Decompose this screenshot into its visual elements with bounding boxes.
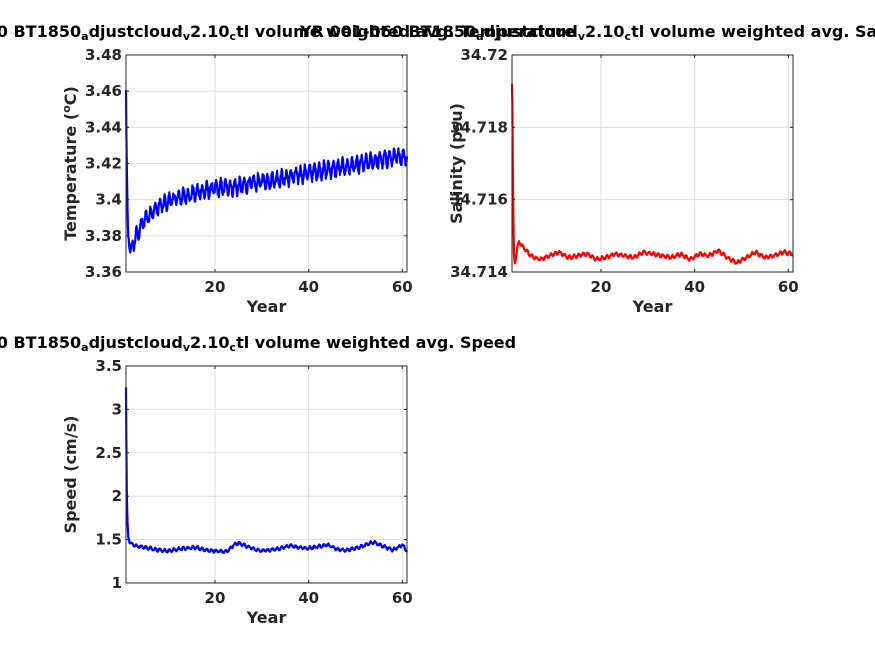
axes-background [512, 55, 793, 272]
chart-title: YR 001-060 BT1850adjustcloudv2.10ctl vol… [299, 22, 875, 43]
subplot-1: 20 40 60 3.36 3.38 3.4 3.42 3.44 3.46 3.48 Year Tem… [0, 22, 575, 316]
x-tick-label: 60 [392, 278, 413, 296]
y-tick-label: 3 [112, 400, 122, 418]
x-tick-label: 40 [298, 589, 319, 607]
y-tick-label: 3.42 [85, 155, 122, 173]
axes-box [125, 365, 408, 584]
y-axis-label: Speed (cm/s) [61, 416, 80, 534]
y-axis-label: Salinity (psu) [447, 103, 466, 224]
y-tick-label: 1.5 [95, 531, 122, 549]
x-tick-label: 20 [205, 589, 226, 607]
y-tick-label: 34.716 [450, 191, 508, 209]
x-tick-label: 60 [392, 589, 413, 607]
series-line [124, 387, 409, 555]
y-tick-label: 34.714 [450, 263, 508, 281]
y-tick-label: 2 [112, 487, 122, 505]
y-tick-label: 3.36 [85, 263, 122, 281]
x-tick-label: 40 [684, 278, 705, 296]
y-tick-label: 3.5 [95, 357, 122, 375]
subplot-3: 20 40 60 1 1.5 2 2.5 3 3.5 Year Speed (cm/s) YR 001… [0, 333, 516, 627]
x-axis-label: Year [246, 297, 287, 316]
x-tick-label: 20 [205, 278, 226, 296]
y-tick-label: 2.5 [95, 444, 122, 462]
y-tick-label: 1 [112, 574, 122, 592]
chart-title: YR 001-060 BT1850adjustcloudv2.10ctl vol… [0, 22, 575, 43]
y-tick-label: 3.48 [85, 46, 122, 64]
y-tick-label: 3.44 [85, 118, 122, 136]
subplot-2: 20 40 60 34.714 34.716 34.718 34.72 Year Salinit… [299, 22, 875, 316]
x-tick-label: 60 [778, 278, 799, 296]
chart-title: YR 001-060 BT1850adjustcloudv2.10ctl vol… [0, 333, 516, 354]
y-tick-label: 34.718 [450, 118, 508, 136]
x-axis-label: Year [246, 608, 287, 627]
y-tick-label: 3.46 [85, 82, 122, 100]
y-tick-label: 3.4 [95, 191, 122, 209]
axes-box [511, 54, 794, 273]
y-tick-label: 3.38 [85, 227, 122, 245]
y-tick-label: 34.72 [461, 46, 508, 64]
x-tick-label: 40 [298, 278, 319, 296]
series-line [124, 90, 409, 254]
x-tick-label: 20 [591, 278, 612, 296]
series-line [510, 83, 794, 265]
y-axis-label: Temperature (oC) [60, 86, 81, 241]
x-axis-label: Year [632, 297, 673, 316]
